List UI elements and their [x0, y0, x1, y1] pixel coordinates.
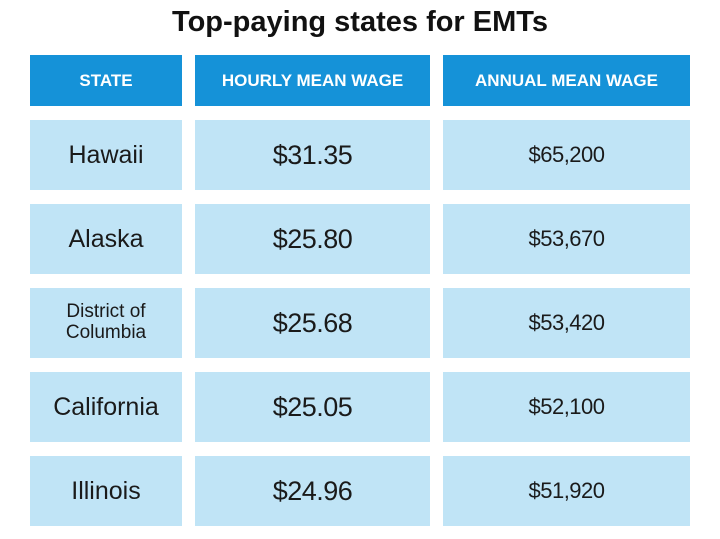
wage-cell: $53,420	[443, 288, 690, 358]
state-cell: District of Columbia	[30, 288, 182, 358]
wage-cell: $24.96	[195, 456, 430, 526]
header-cell: STATE	[30, 55, 182, 106]
wage-cell: $53,670	[443, 204, 690, 274]
wage-cell: $65,200	[443, 120, 690, 190]
state-cell: Alaska	[30, 204, 182, 274]
wage-cell: $25.68	[195, 288, 430, 358]
wage-cell: $25.80	[195, 204, 430, 274]
header-cell: HOURLY MEAN WAGE	[195, 55, 430, 106]
state-cell: Illinois	[30, 456, 182, 526]
wage-cell: $52,100	[443, 372, 690, 442]
wage-cell: $31.35	[195, 120, 430, 190]
wage-table: STATE HOURLY MEAN WAGE ANNUAL MEAN WAGE Haw…	[30, 55, 690, 526]
header-cell: ANNUAL MEAN WAGE	[443, 55, 690, 106]
wage-cell: $51,920	[443, 456, 690, 526]
wage-cell: $25.05	[195, 372, 430, 442]
state-cell: Hawaii	[30, 120, 182, 190]
title: Top-paying states for EMTs	[172, 6, 548, 38]
state-cell: California	[30, 372, 182, 442]
